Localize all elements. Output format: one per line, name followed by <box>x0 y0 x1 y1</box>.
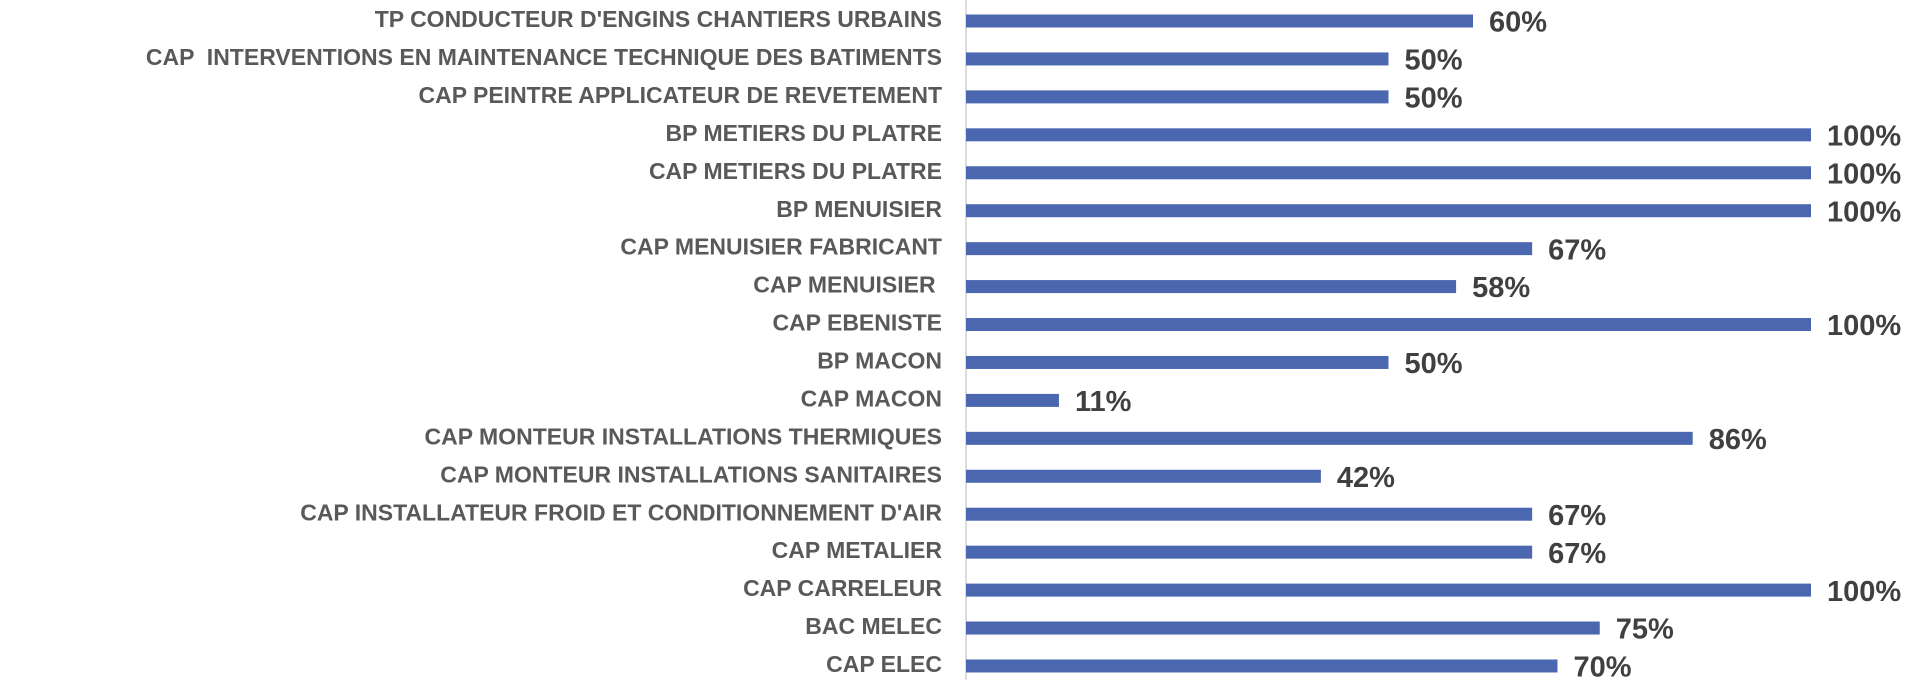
category-label: CAP CARRELEUR <box>743 575 942 601</box>
value-label: 50% <box>1405 83 1463 115</box>
value-label: 67% <box>1548 234 1606 266</box>
bar <box>966 431 1693 445</box>
category-label: CAP MENUISIER FABRICANT <box>620 234 942 260</box>
value-label: 86% <box>1709 424 1767 456</box>
category-label: CAP MONTEUR INSTALLATIONS THERMIQUES <box>425 423 943 449</box>
value-label: 50% <box>1405 45 1463 77</box>
category-label: CAP MACON <box>801 385 942 411</box>
bar <box>966 280 1457 294</box>
bar <box>966 52 1389 66</box>
value-label: 100% <box>1827 158 1901 190</box>
category-label: CAP MONTEUR INSTALLATIONS SANITAIRES <box>440 461 942 487</box>
bar <box>966 507 1533 521</box>
value-label: 42% <box>1337 462 1395 494</box>
bar <box>966 355 1389 369</box>
bar <box>966 128 1811 142</box>
bar <box>966 659 1558 673</box>
value-label: 70% <box>1574 652 1632 680</box>
value-label: 58% <box>1472 272 1530 304</box>
bar <box>966 469 1321 483</box>
value-label: 100% <box>1827 310 1901 342</box>
category-label: BP METIERS DU PLATRE <box>666 120 942 146</box>
bar <box>966 583 1811 597</box>
category-label: CAP EBENISTE <box>772 310 942 336</box>
category-label: CAP INSTALLATEUR FROID ET CONDITIONNEMEN… <box>300 499 942 525</box>
category-label: CAP ELEC <box>826 651 942 677</box>
bar <box>966 90 1389 104</box>
value-label: 100% <box>1827 576 1901 608</box>
bar <box>966 14 1473 28</box>
category-label: CAP INTERVENTIONS EN MAINTENANCE TECHNIQ… <box>146 44 942 70</box>
bar <box>966 242 1533 256</box>
category-label: BP MACON <box>817 348 942 374</box>
value-label: 67% <box>1548 538 1606 570</box>
category-label: CAP METALIER <box>772 537 943 563</box>
value-label: 50% <box>1405 348 1463 380</box>
category-label: BAC MELEC <box>805 613 942 639</box>
bar <box>966 621 1600 635</box>
bar <box>966 204 1811 218</box>
bar <box>966 318 1811 332</box>
category-label: TP CONDUCTEUR D'ENGINS CHANTIERS URBAINS <box>375 6 942 32</box>
category-label: BP MENUISIER <box>776 196 942 222</box>
value-label: 100% <box>1827 196 1901 228</box>
value-label: 100% <box>1827 120 1901 152</box>
category-label: CAP MENUISIER <box>753 272 942 298</box>
category-label: CAP METIERS DU PLATRE <box>649 158 942 184</box>
bar <box>966 545 1533 559</box>
category-label: CAP PEINTRE APPLICATEUR DE REVETEMENT <box>418 82 942 108</box>
value-label: 11% <box>1075 386 1132 418</box>
bar <box>966 393 1059 407</box>
value-label: 75% <box>1616 614 1674 646</box>
value-label: 67% <box>1548 500 1606 532</box>
bar <box>966 166 1811 180</box>
value-label: 60% <box>1489 7 1547 39</box>
